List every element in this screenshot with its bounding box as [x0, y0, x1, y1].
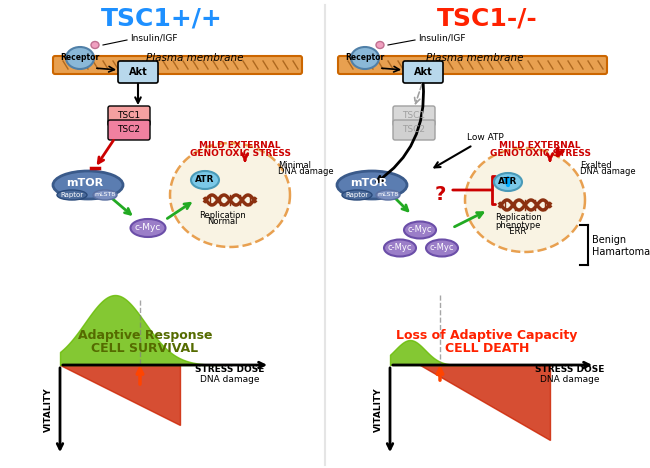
- Text: c-Myc: c-Myc: [430, 243, 454, 253]
- FancyBboxPatch shape: [108, 106, 150, 126]
- Text: Replication: Replication: [495, 213, 541, 222]
- Ellipse shape: [494, 173, 522, 191]
- Text: Receptor: Receptor: [345, 53, 385, 63]
- Text: 'ERR': 'ERR': [507, 227, 528, 236]
- Ellipse shape: [404, 221, 436, 239]
- Text: DNA damage: DNA damage: [580, 168, 636, 176]
- Polygon shape: [60, 365, 180, 425]
- Ellipse shape: [376, 190, 400, 200]
- Text: phenotype: phenotype: [495, 220, 541, 229]
- Ellipse shape: [426, 240, 458, 256]
- Ellipse shape: [384, 240, 416, 256]
- Text: CELL SURVIVAL: CELL SURVIVAL: [92, 342, 198, 354]
- Text: TSC1: TSC1: [118, 111, 140, 120]
- Text: STRESS DOSE: STRESS DOSE: [195, 366, 265, 374]
- Text: CELL DEATH: CELL DEATH: [445, 342, 529, 354]
- FancyBboxPatch shape: [403, 61, 443, 83]
- Text: DNA damage: DNA damage: [200, 375, 260, 385]
- Text: DNA damage: DNA damage: [278, 168, 333, 176]
- Text: TSC1: TSC1: [402, 111, 426, 120]
- Text: Insulin/IGF: Insulin/IGF: [130, 34, 177, 43]
- Text: Insulin/IGF: Insulin/IGF: [418, 34, 465, 43]
- Ellipse shape: [337, 171, 407, 199]
- Text: TSC1-/-: TSC1-/-: [437, 6, 538, 30]
- Text: ATR: ATR: [195, 176, 215, 184]
- Ellipse shape: [53, 171, 123, 199]
- Text: Loss of Adaptive Capacity: Loss of Adaptive Capacity: [396, 329, 578, 342]
- Text: mTOR: mTOR: [350, 178, 387, 188]
- Ellipse shape: [66, 47, 94, 69]
- FancyBboxPatch shape: [118, 61, 158, 83]
- Text: TSC2: TSC2: [118, 125, 140, 134]
- Text: TSC2: TSC2: [402, 125, 426, 134]
- Text: mTOR: mTOR: [66, 178, 103, 188]
- Text: TSC1+/+: TSC1+/+: [101, 6, 223, 30]
- Ellipse shape: [131, 219, 166, 237]
- Text: Replication: Replication: [199, 211, 246, 219]
- Text: c-Myc: c-Myc: [388, 243, 412, 253]
- Text: Raptor: Raptor: [345, 192, 369, 198]
- Text: Normal: Normal: [207, 218, 237, 227]
- Text: Benign: Benign: [592, 235, 626, 245]
- Text: mLST8: mLST8: [94, 192, 116, 197]
- FancyBboxPatch shape: [108, 120, 150, 140]
- Text: Minimal: Minimal: [278, 161, 311, 169]
- Text: VITALITY: VITALITY: [374, 388, 382, 432]
- Ellipse shape: [93, 190, 117, 200]
- Ellipse shape: [191, 171, 219, 189]
- Text: Adaptive Response: Adaptive Response: [78, 329, 213, 342]
- Ellipse shape: [170, 143, 290, 247]
- FancyBboxPatch shape: [338, 56, 607, 74]
- Text: Plasma membrane: Plasma membrane: [146, 53, 244, 63]
- Text: Low ATP: Low ATP: [467, 133, 503, 142]
- Text: c-Myc: c-Myc: [408, 226, 432, 234]
- Text: VITALITY: VITALITY: [44, 388, 53, 432]
- Ellipse shape: [376, 42, 384, 49]
- Text: Akt: Akt: [413, 67, 432, 77]
- Text: c-Myc: c-Myc: [135, 224, 161, 233]
- Text: GENOTOXIC STRESS: GENOTOXIC STRESS: [489, 149, 590, 159]
- Text: Receptor: Receptor: [60, 53, 99, 63]
- Text: Exalted: Exalted: [580, 161, 612, 169]
- Ellipse shape: [91, 42, 99, 49]
- FancyBboxPatch shape: [53, 56, 302, 74]
- Text: DNA damage: DNA damage: [540, 375, 600, 385]
- Text: mLST8: mLST8: [378, 192, 398, 197]
- FancyBboxPatch shape: [393, 106, 435, 126]
- Ellipse shape: [465, 148, 585, 252]
- Text: STRESS DOSE: STRESS DOSE: [536, 366, 605, 374]
- Text: ?: ?: [434, 185, 446, 205]
- Ellipse shape: [351, 47, 379, 69]
- Text: Hamartomas: Hamartomas: [592, 247, 650, 257]
- FancyBboxPatch shape: [393, 120, 435, 140]
- Text: MILD EXTERNAL: MILD EXTERNAL: [200, 140, 281, 149]
- Ellipse shape: [57, 190, 87, 200]
- Text: ATR: ATR: [499, 177, 517, 187]
- Text: Plasma membrane: Plasma membrane: [426, 53, 524, 63]
- Text: Raptor: Raptor: [60, 192, 84, 198]
- Ellipse shape: [342, 190, 372, 200]
- Polygon shape: [420, 365, 550, 440]
- Text: MILD EXTERNAL: MILD EXTERNAL: [499, 140, 580, 149]
- Text: GENOTOXIC STRESS: GENOTOXIC STRESS: [190, 149, 291, 159]
- Text: Akt: Akt: [129, 67, 148, 77]
